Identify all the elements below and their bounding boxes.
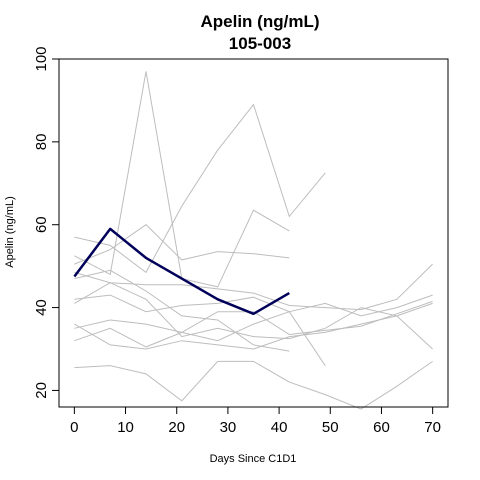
background-series-line-3 — [74, 224, 290, 265]
background-series-line-8 — [74, 282, 433, 350]
x-tick-label: 70 — [424, 419, 441, 436]
x-tick-label: 30 — [220, 419, 237, 436]
x-tick-label: 20 — [168, 419, 185, 436]
background-series-line-6 — [74, 294, 326, 366]
highlight-layer — [73, 227, 290, 316]
background-series-line-9 — [74, 302, 433, 350]
x-axis-label: Days Since C1D1 — [210, 453, 297, 465]
x-tick-label: 0 — [70, 419, 78, 436]
background-series-line-4 — [74, 263, 433, 311]
background-series-line-7 — [74, 294, 433, 342]
background-series-line-10 — [74, 300, 433, 348]
background-series-line-1 — [74, 103, 326, 274]
x-tick-label: 40 — [271, 419, 288, 436]
y-tick-label: 80 — [33, 134, 50, 151]
highlight-series-line — [73, 227, 290, 316]
series-layer — [74, 71, 433, 410]
y-tick-label: 100 — [33, 46, 50, 71]
x-tick-label: 60 — [373, 419, 390, 436]
background-series-line-5 — [74, 269, 290, 352]
y-axis-label: Apelin (ng/mL) — [4, 196, 16, 268]
plot-frame — [58, 58, 449, 408]
y-tick-label: 20 — [33, 382, 50, 399]
x-tick-label: 10 — [117, 419, 134, 436]
x-tick-label: 50 — [322, 419, 339, 436]
y-tick-label: 40 — [33, 299, 50, 316]
axes-layer: 0 10 20 30 40 50 60 70 20 40 60 80 100 — [33, 46, 441, 436]
background-series-line-11 — [74, 360, 433, 410]
y-tick-label: 60 — [33, 216, 50, 233]
chart-subtitle: 105-003 — [229, 34, 291, 53]
chart-title: Apelin (ng/mL) — [201, 12, 320, 31]
